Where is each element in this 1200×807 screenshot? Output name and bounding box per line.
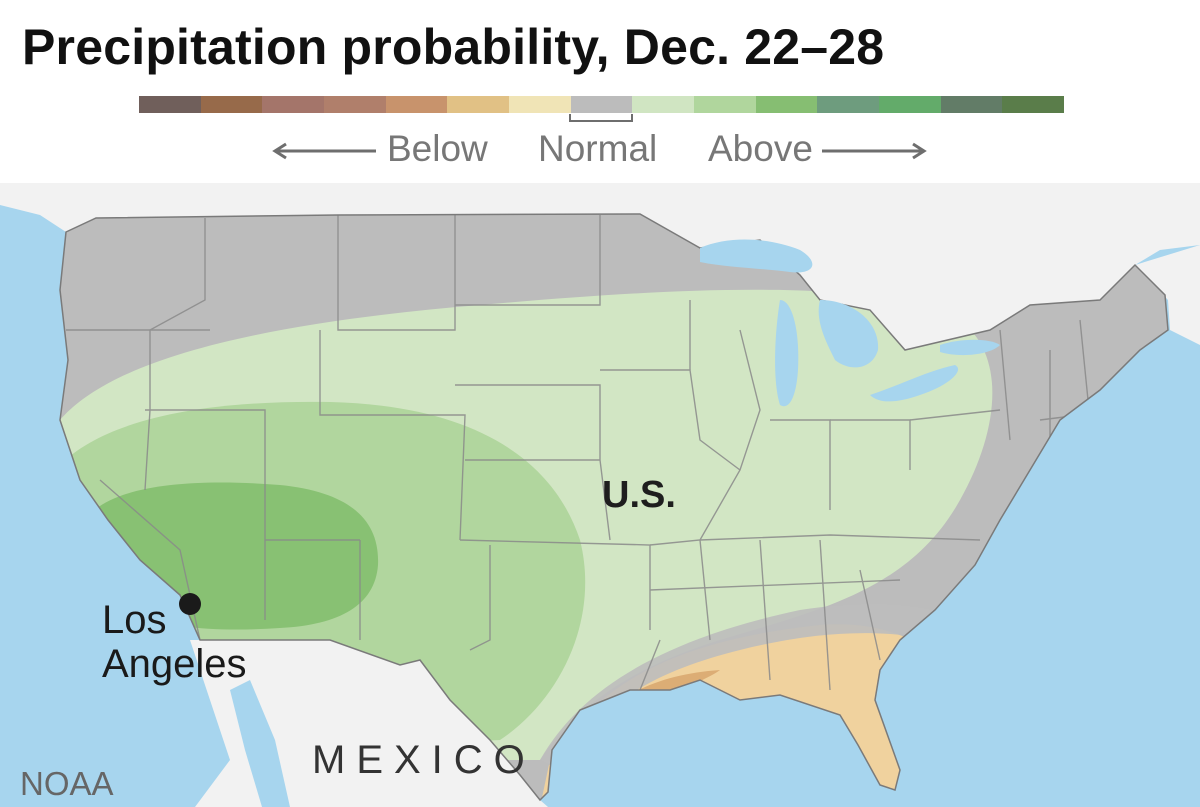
legend-swatch: [139, 96, 201, 113]
legend-swatch: [940, 96, 1003, 113]
precipitation-map: [0, 183, 1200, 807]
country-label-us: U.S.: [602, 474, 676, 516]
lake-michigan: [775, 300, 799, 407]
legend-swatch: [509, 96, 571, 113]
right-arrow-icon: [822, 142, 927, 160]
legend-swatch: [447, 96, 510, 113]
left-arrow-icon: [272, 142, 376, 160]
legend-below-label: Below: [387, 128, 488, 169]
legend-normal-label: Normal: [538, 128, 658, 169]
state-borders: [66, 215, 1121, 691]
country-label-mexico: MEXICO: [312, 738, 536, 782]
lake-ontario: [940, 339, 1000, 356]
lake-erie: [870, 365, 959, 402]
los-angeles-marker: [179, 593, 201, 615]
legend-swatch: [262, 96, 325, 113]
canada-land: [0, 183, 1200, 350]
legend-swatch: [755, 96, 818, 113]
legend-swatch: [879, 96, 941, 113]
legend-swatch: [817, 96, 880, 113]
legend-swatch: [632, 96, 695, 113]
map-title: Precipitation probability, Dec. 22–28: [22, 19, 885, 75]
legend-swatch: [324, 96, 386, 113]
legend-above-label: Above: [708, 128, 813, 169]
legend-swatch: [570, 96, 633, 113]
legend-swatch: [200, 96, 263, 113]
legend-swatch: [1002, 96, 1065, 113]
city-label-los-angeles: Los Angeles: [102, 598, 272, 686]
legend-swatch: [694, 96, 756, 113]
lake-superior: [700, 239, 813, 273]
source-credit: NOAA: [20, 765, 114, 802]
legend-swatch: [385, 96, 448, 113]
gulf-of-california: [230, 680, 290, 807]
normal-bracket: [569, 114, 633, 122]
maritimes-land: [1135, 245, 1200, 345]
city-label-text: Los Angeles: [102, 598, 247, 686]
lake-huron: [818, 300, 879, 368]
legend-color-scale: [139, 96, 1065, 113]
